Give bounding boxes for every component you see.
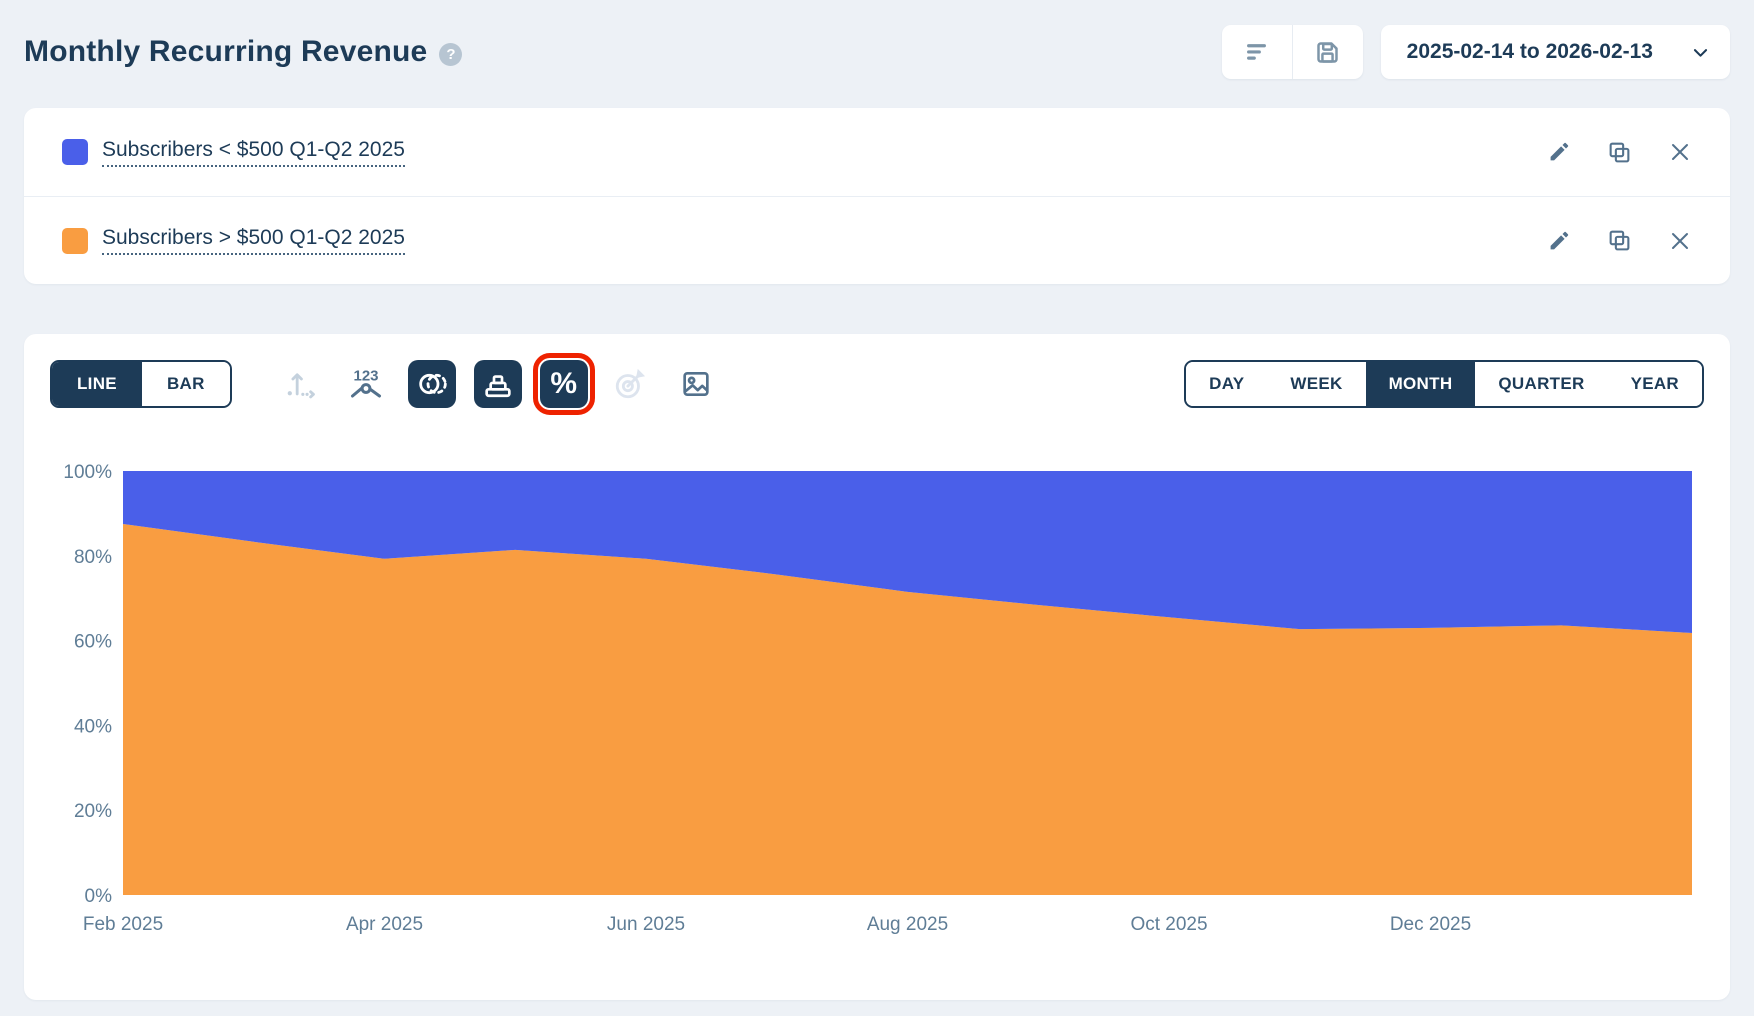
y-axis-labels: 0% 20% 40% 60% 80% 100% [63,462,112,907]
remove-x-icon [1668,229,1692,253]
period-switcher: DAY WEEK MONTH QUARTER YEAR [1184,360,1704,408]
x-tick-label: Apr 2025 [346,914,423,935]
filter-button[interactable] [1222,25,1292,79]
goal-button [606,360,654,408]
y-tick-label: 40% [74,716,112,737]
page-header: Monthly Recurring Revenue ? [24,22,1730,82]
chart-areas [123,471,1692,895]
percent-view-button[interactable]: % [532,353,595,415]
help-icon[interactable]: ? [439,42,463,66]
chevron-down-icon [1691,43,1710,62]
y-tick-label: 20% [74,801,112,822]
divider [1291,25,1293,79]
edit-metric-button[interactable] [1547,140,1571,164]
data-values-button[interactable]: 123 [342,360,390,408]
filter-icon [1243,39,1270,66]
metrics-panel: Subscribers < $500 Q1-Q2 2025 [24,108,1730,284]
x-tick-label: Dec 2025 [1390,914,1471,935]
x-tick-label: Jun 2025 [607,914,685,935]
edit-metric-button[interactable] [1547,229,1571,253]
chart-panel: LINE BAR [24,334,1730,1000]
area-series-0 [123,524,1692,895]
stacked-area-chart[interactable]: 0% 20% 40% 60% 80% 100% Feb 2025 Apr 2025 Jun 20… [50,438,1704,968]
y-tick-label: 100% [63,462,112,483]
axis-scale-icon [283,367,317,401]
chart-type-line[interactable]: LINE [52,362,142,406]
date-range-value: 2025-02-14 to 2026-02-13 [1406,40,1653,63]
y-tick-label: 0% [85,886,113,907]
y-tick-label: 80% [74,547,112,568]
period-option-week[interactable]: WEEK [1267,362,1366,406]
x-tick-label: Oct 2025 [1130,914,1207,935]
duplicate-icon [1607,228,1632,253]
series-color-swatch[interactable] [62,139,88,165]
metric-row: Subscribers > $500 Q1-Q2 2025 [24,196,1730,284]
period-option-day[interactable]: DAY [1186,362,1268,406]
stacked-icon [482,368,514,400]
percent-icon: % [550,367,578,400]
edit-pencil-icon [1547,140,1571,164]
chart-type-bar[interactable]: BAR [141,362,230,406]
goal-target-icon [613,367,647,401]
metric-label[interactable]: Subscribers < $500 Q1-Q2 2025 [102,138,405,167]
header-action-group [1221,25,1363,79]
save-icon [1314,39,1341,66]
date-range-selector[interactable]: 2025-02-14 to 2026-02-13 [1380,25,1730,79]
export-image-button[interactable] [672,360,720,408]
page-title: Monthly Recurring Revenue [24,35,428,68]
svg-text:123: 123 [353,367,378,384]
remove-metric-button[interactable] [1668,229,1692,253]
period-option-month[interactable]: MONTH [1365,362,1476,406]
x-tick-label: Feb 2025 [83,914,163,935]
duplicate-metric-button[interactable] [1607,140,1632,165]
metric-label[interactable]: Subscribers > $500 Q1-Q2 2025 [102,226,405,255]
x-tick-label: Aug 2025 [867,914,948,935]
data-values-123-icon: 123 [348,366,384,402]
export-image-icon [680,368,712,400]
stacked-toggle-button[interactable] [473,360,522,408]
chart-toolbar: LINE BAR [50,353,1704,415]
remove-metric-button[interactable] [1668,140,1692,164]
metric-row: Subscribers < $500 Q1-Q2 2025 [24,108,1730,196]
series-color-swatch[interactable] [62,227,88,254]
area-series-1 [123,471,1692,633]
edit-pencil-icon [1547,229,1571,253]
period-option-quarter[interactable]: QUARTER [1475,362,1608,406]
compare-periods-icon [416,368,448,400]
axis-scale-button [276,360,324,408]
save-button[interactable] [1293,25,1363,79]
y-tick-label: 60% [74,632,112,653]
duplicate-icon [1607,140,1632,165]
period-option-year[interactable]: YEAR [1607,362,1702,406]
x-axis-labels: Feb 2025 Apr 2025 Jun 2025 Aug 2025 Oct 2025… [83,914,1471,935]
compare-periods-button[interactable] [407,360,456,408]
duplicate-metric-button[interactable] [1607,228,1632,253]
chart-type-switcher: LINE BAR [50,360,232,408]
remove-x-icon [1668,140,1692,164]
